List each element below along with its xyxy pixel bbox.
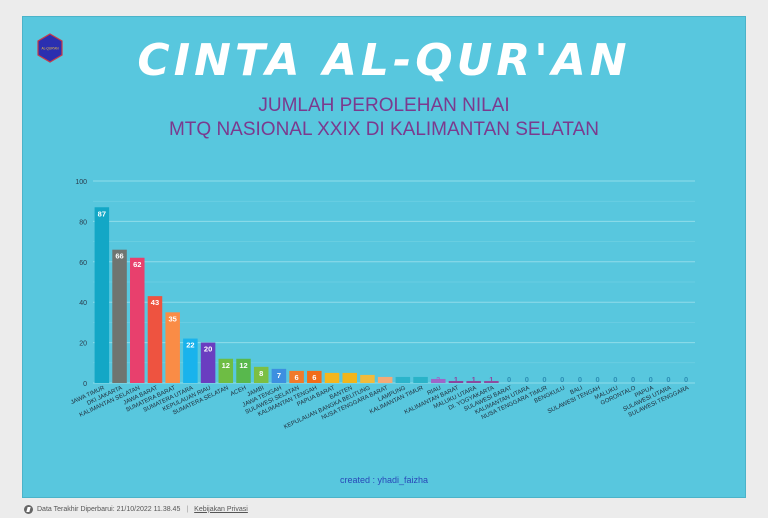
bar <box>324 372 340 383</box>
data-label: 5 <box>330 375 334 384</box>
bar <box>253 366 269 383</box>
data-label: 8 <box>259 369 263 378</box>
bar <box>289 370 304 383</box>
bar <box>431 378 446 383</box>
footer-divider: | <box>186 505 189 513</box>
chart-subtitle-line1: JUMLAH PEROLEHAN NILAI <box>258 95 510 116</box>
data-label: 3 <box>401 375 405 384</box>
y-tick-label: 80 <box>79 219 87 226</box>
data-label: 2 <box>436 375 440 384</box>
data-label: 5 <box>348 375 352 384</box>
bar <box>112 249 127 383</box>
data-label: 35 <box>169 314 177 323</box>
bar <box>165 312 180 383</box>
bar <box>342 372 357 383</box>
data-label: 3 <box>383 375 387 384</box>
x-tick-label: RIAU <box>427 385 443 396</box>
bar <box>413 376 428 383</box>
y-tick-label: 0 <box>83 381 87 388</box>
bar <box>218 358 234 383</box>
lightning-icon <box>24 504 33 514</box>
x-tick-label: ACEH <box>230 385 248 397</box>
page-title: CINTA AL-QUR'AN <box>137 35 631 86</box>
data-label: 7 <box>277 371 281 380</box>
y-tick-label: 60 <box>79 260 87 267</box>
bar <box>484 380 499 383</box>
data-label: 1 <box>489 375 493 384</box>
svg-text:AL-QUR'AN: AL-QUR'AN <box>41 47 59 51</box>
y-tick-label: 40 <box>79 300 87 307</box>
data-label: 6 <box>312 373 316 382</box>
privacy-policy-link[interactable]: Kebijakan Privasi <box>194 505 248 513</box>
data-label: 12 <box>222 361 230 370</box>
data-label: 22 <box>186 341 194 350</box>
data-label: 0 <box>596 375 600 384</box>
chart-subtitle-line2: MTQ NASIONAL XXIX DI KALIMANTAN SELATAN <box>168 119 600 140</box>
bar <box>307 370 322 383</box>
data-label: 4 <box>365 375 370 384</box>
last-updated-text: Data Terakhir Diperbarui: 21/10/2022 11.… <box>37 505 181 513</box>
data-label: 43 <box>151 298 159 307</box>
footer-bar: Data Terakhir Diperbarui: 21/10/2022 11.… <box>24 503 248 515</box>
data-label: 0 <box>507 375 511 384</box>
bar <box>236 358 251 383</box>
data-label: 3 <box>418 375 422 384</box>
y-tick-label: 100 <box>75 179 87 186</box>
data-label: 1 <box>454 375 458 384</box>
data-label: 0 <box>525 375 529 384</box>
data-label: 87 <box>98 209 106 218</box>
dashboard-panel: AL-QUR'AN CINTA AL-QUR'AN JUMLAH PEROLEH… <box>22 16 746 498</box>
data-label: 0 <box>684 375 688 384</box>
data-label: 0 <box>613 375 617 384</box>
data-label: 0 <box>666 375 670 384</box>
data-label: 66 <box>115 252 123 261</box>
bar <box>200 342 216 383</box>
data-label: 6 <box>295 373 299 382</box>
bar <box>395 376 411 383</box>
x-tick-label: BALI <box>569 385 584 396</box>
bar <box>130 257 145 383</box>
bar <box>94 207 110 383</box>
y-tick-label: 20 <box>79 341 87 348</box>
bar <box>360 374 375 383</box>
data-label: 1 <box>472 375 476 384</box>
hexagon-logo-icon: AL-QUR'AN <box>37 33 63 63</box>
data-label: 0 <box>649 375 653 384</box>
data-label: 0 <box>631 375 635 384</box>
bar <box>377 376 393 383</box>
data-label: 0 <box>542 375 546 384</box>
data-label: 12 <box>239 361 247 370</box>
bar <box>183 338 198 383</box>
credit-text: created : yhadi_faizha <box>339 475 429 485</box>
bar <box>466 380 481 383</box>
data-label: 20 <box>204 345 212 354</box>
bar <box>147 296 163 383</box>
bar <box>448 380 464 383</box>
data-label: 0 <box>578 375 582 384</box>
bar <box>271 368 287 383</box>
data-label: 62 <box>133 260 141 269</box>
data-label: 0 <box>560 375 564 384</box>
